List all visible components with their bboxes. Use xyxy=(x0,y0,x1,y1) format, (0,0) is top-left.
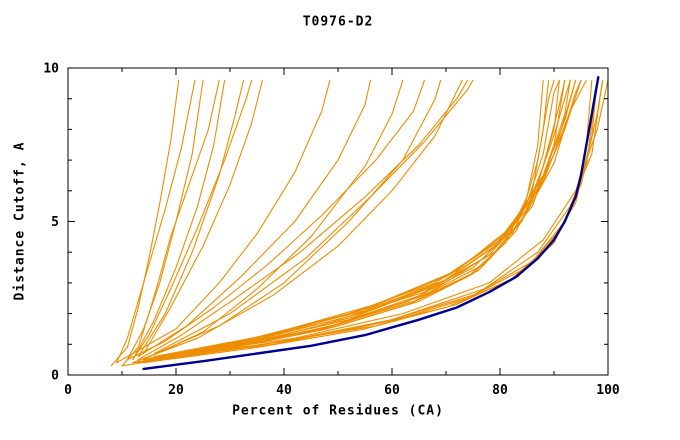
x-tick-label: 100 xyxy=(596,383,620,398)
model-curve xyxy=(132,79,253,361)
model-curve xyxy=(143,79,404,361)
model-curve xyxy=(116,79,331,364)
y-axis-label: Distance Cutoff, A xyxy=(12,141,28,301)
y-tick-label: 0 xyxy=(51,369,59,384)
model-curve xyxy=(148,79,587,361)
model-curve xyxy=(159,79,609,358)
model-curve xyxy=(137,79,598,364)
model-curve xyxy=(132,79,463,364)
model-curve xyxy=(137,79,577,364)
model-curve xyxy=(153,79,474,355)
model-curve xyxy=(132,79,571,364)
model-curve xyxy=(143,79,593,364)
model-curve xyxy=(143,79,263,355)
model-curve xyxy=(116,79,196,364)
model-curve xyxy=(126,79,425,361)
model-curve xyxy=(148,79,598,361)
x-tick-label: 20 xyxy=(168,383,184,398)
chart-title: T0976-D2 xyxy=(302,14,374,30)
reference-curve xyxy=(142,75,600,371)
y-tick-label: 5 xyxy=(51,215,59,230)
x-axis-label: Percent of Residues (CA) xyxy=(232,403,444,419)
model-curve xyxy=(126,79,204,361)
x-tick-label: 60 xyxy=(384,383,400,398)
x-tick-label: 40 xyxy=(276,383,292,398)
x-tick-label: 0 xyxy=(64,383,72,398)
y-tick-label: 10 xyxy=(43,62,59,77)
x-tick-label: 80 xyxy=(492,383,508,398)
model-curve xyxy=(143,79,582,361)
model-curve xyxy=(137,79,245,358)
model-curve xyxy=(132,79,226,361)
model-curve xyxy=(137,79,469,361)
model-curve xyxy=(121,79,220,367)
model-curve xyxy=(110,79,180,367)
